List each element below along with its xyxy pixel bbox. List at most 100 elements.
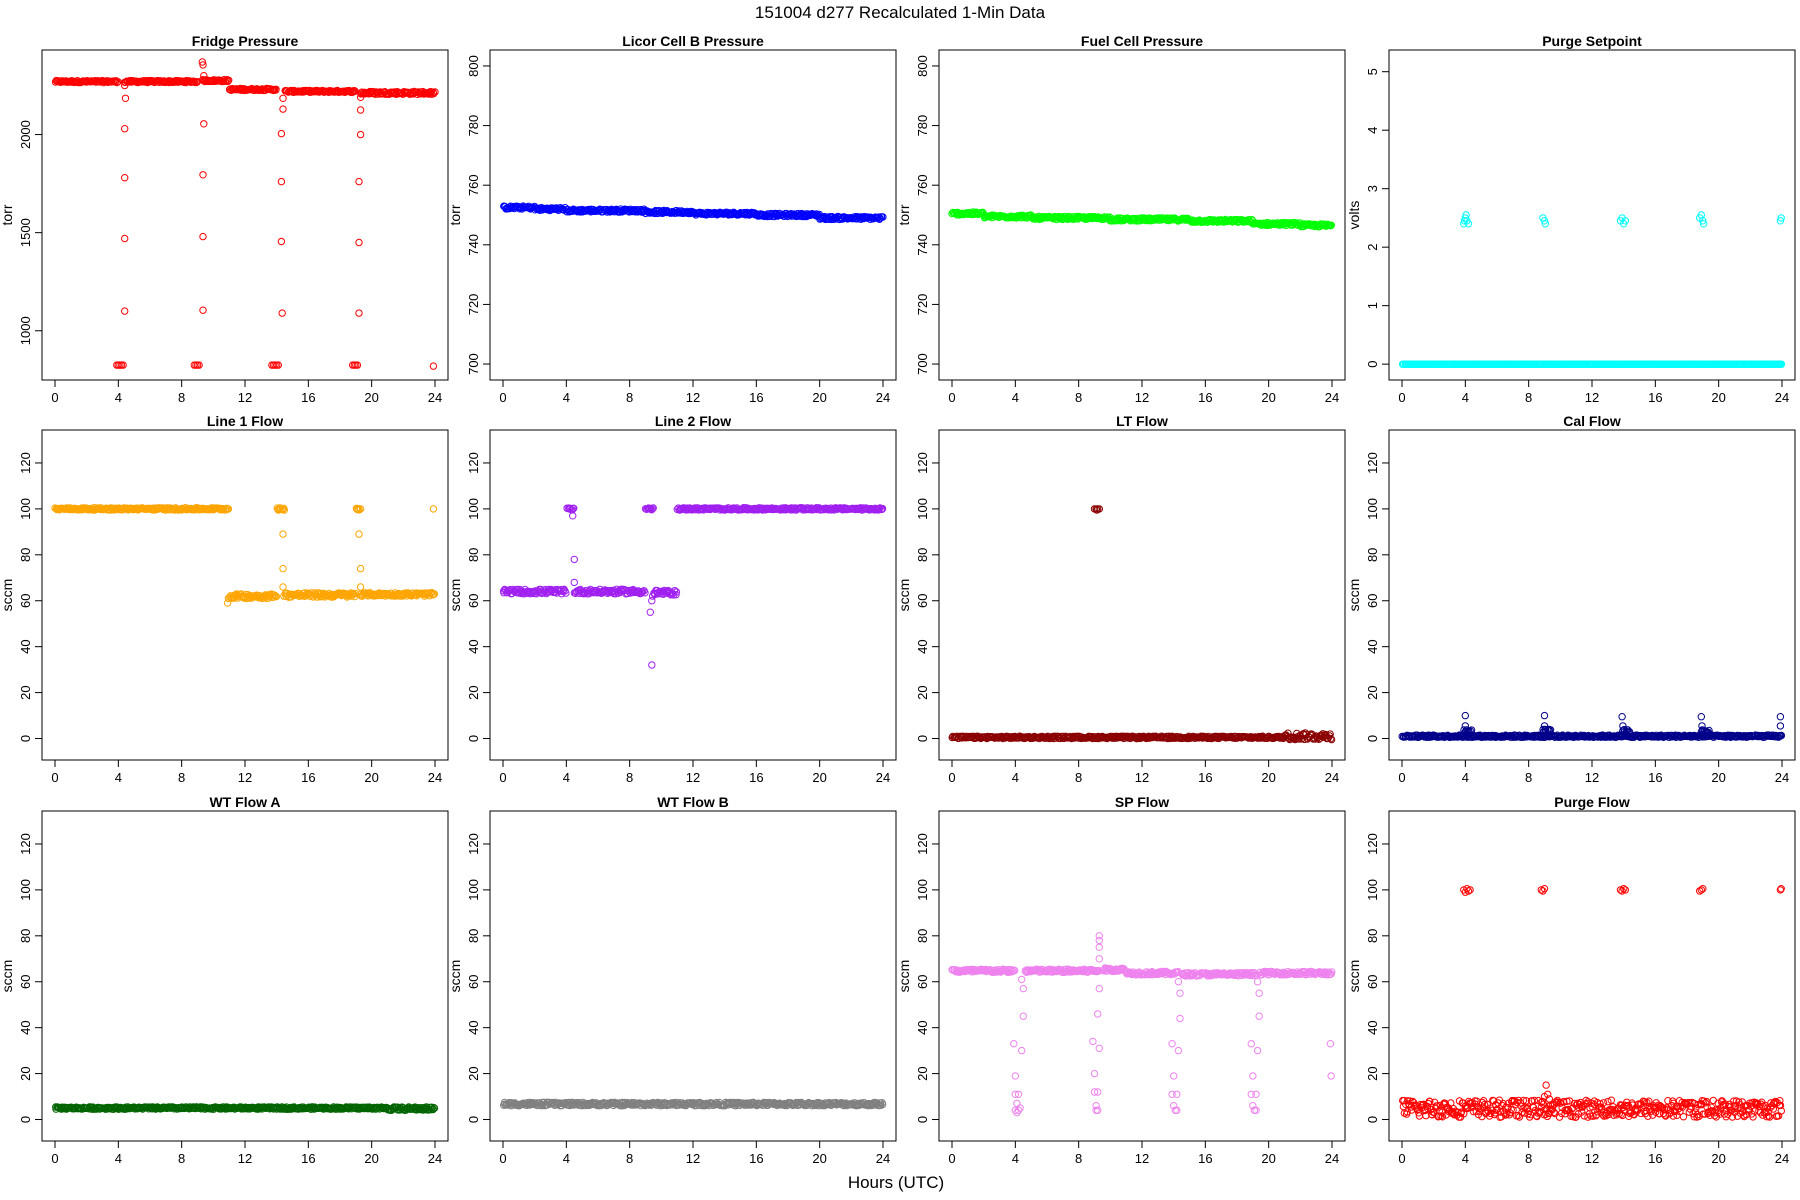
x-tick-label: 8 bbox=[626, 390, 633, 405]
y-tick-label: 120 bbox=[466, 452, 481, 474]
data-point bbox=[1515, 731, 1524, 739]
y-tick-label: 1000 bbox=[18, 316, 33, 345]
y-axis-label: torr bbox=[0, 204, 15, 225]
data-point bbox=[430, 590, 439, 598]
x-tick-label: 24 bbox=[876, 390, 890, 405]
data-point bbox=[356, 505, 365, 513]
data-point bbox=[111, 77, 120, 86]
data-point bbox=[431, 88, 439, 96]
y-tick-label: 40 bbox=[466, 639, 481, 653]
data-point bbox=[277, 237, 286, 246]
x-tick-label: 12 bbox=[686, 1151, 700, 1166]
y-tick-label: 80 bbox=[466, 548, 481, 562]
figure-title: 151004 d277 Recalculated 1-Min Data bbox=[755, 3, 1046, 22]
data-point bbox=[1546, 726, 1555, 734]
y-tick-label: 40 bbox=[1365, 639, 1380, 653]
data-point bbox=[1540, 711, 1549, 720]
data-point bbox=[1465, 728, 1474, 737]
y-tick-label: 40 bbox=[18, 639, 33, 653]
y-tick-label: 4 bbox=[1365, 127, 1380, 134]
data-point bbox=[277, 129, 286, 138]
x-tick-label: 16 bbox=[1648, 770, 1662, 785]
y-tick-label: 780 bbox=[466, 115, 481, 137]
plot-frame bbox=[41, 810, 449, 1142]
data-point bbox=[1327, 734, 1335, 743]
x-tick-label: 0 bbox=[499, 770, 506, 785]
panel-title: WT Flow A bbox=[209, 794, 280, 810]
y-tick-label: 120 bbox=[466, 833, 481, 855]
y-tick-label: 0 bbox=[1365, 735, 1380, 742]
x-tick-label: 24 bbox=[1325, 390, 1339, 405]
data-points bbox=[51, 58, 439, 370]
y-tick-label: 2 bbox=[1365, 244, 1380, 251]
y-tick-label: 40 bbox=[18, 1020, 33, 1034]
data-point bbox=[274, 361, 282, 369]
data-point bbox=[569, 512, 577, 520]
x-tick-label: 20 bbox=[364, 390, 378, 405]
data-point bbox=[357, 592, 366, 600]
x-tick-label: 24 bbox=[1775, 770, 1789, 785]
y-tick-label: 60 bbox=[466, 594, 481, 608]
y-tick-label: 100 bbox=[466, 879, 481, 901]
data-point bbox=[308, 1103, 317, 1111]
data-point bbox=[355, 309, 363, 317]
plot-frame bbox=[41, 49, 449, 381]
plot-frame bbox=[1388, 49, 1796, 381]
data-point bbox=[356, 106, 365, 114]
x-tick-label: 0 bbox=[51, 390, 58, 405]
x-tick-label: 20 bbox=[1711, 390, 1725, 405]
x-tick-label: 8 bbox=[178, 390, 185, 405]
x-tick-label: 16 bbox=[1198, 390, 1212, 405]
data-point bbox=[1652, 731, 1661, 739]
x-tick-label: 8 bbox=[1075, 770, 1082, 785]
data-point bbox=[1621, 217, 1630, 225]
y-tick-label: 60 bbox=[18, 594, 33, 608]
y-tick-label: 20 bbox=[1365, 685, 1380, 699]
data-point bbox=[121, 125, 129, 133]
y-tick-label: 0 bbox=[915, 735, 930, 742]
y-tick-label: 100 bbox=[18, 879, 33, 901]
data-point bbox=[221, 77, 230, 85]
data-point bbox=[648, 661, 656, 669]
data-point bbox=[1545, 727, 1554, 735]
y-tick-label: 60 bbox=[915, 594, 930, 608]
x-tick-label: 12 bbox=[686, 770, 700, 785]
y-tick-label: 0 bbox=[18, 1116, 33, 1123]
x-tick-label: 16 bbox=[301, 770, 315, 785]
y-tick-label: 20 bbox=[18, 685, 33, 699]
data-point bbox=[430, 89, 438, 98]
data-point bbox=[1327, 735, 1336, 744]
x-tick-label: 12 bbox=[238, 770, 252, 785]
y-axis-label: sccm bbox=[0, 960, 15, 993]
data-point bbox=[350, 87, 359, 95]
data-point bbox=[279, 530, 287, 538]
plot-frame bbox=[489, 810, 897, 1142]
y-tick-label: 100 bbox=[18, 498, 33, 520]
data-point bbox=[220, 76, 228, 84]
y-tick-label: 2000 bbox=[18, 120, 33, 149]
y-tick-label: 100 bbox=[915, 498, 930, 520]
y-tick-label: 120 bbox=[18, 833, 33, 855]
data-point bbox=[355, 177, 363, 186]
x-tick-label: 4 bbox=[1012, 770, 1019, 785]
y-tick-label: 60 bbox=[18, 975, 33, 989]
panel-title: Cal Flow bbox=[1563, 413, 1621, 429]
y-tick-label: 100 bbox=[466, 498, 481, 520]
data-point bbox=[1233, 734, 1242, 742]
data-point bbox=[429, 590, 438, 599]
data-point bbox=[647, 506, 656, 514]
x-tick-label: 12 bbox=[686, 390, 700, 405]
x-tick-label: 4 bbox=[115, 390, 122, 405]
data-point bbox=[355, 506, 363, 514]
data-point bbox=[279, 583, 287, 591]
data-points bbox=[1398, 711, 1786, 741]
y-axis-label: volts bbox=[1346, 201, 1362, 230]
x-tick-label: 12 bbox=[1135, 390, 1149, 405]
data-point bbox=[641, 589, 649, 597]
x-tick-label: 24 bbox=[428, 1151, 442, 1166]
y-tick-label: 80 bbox=[1365, 548, 1380, 562]
